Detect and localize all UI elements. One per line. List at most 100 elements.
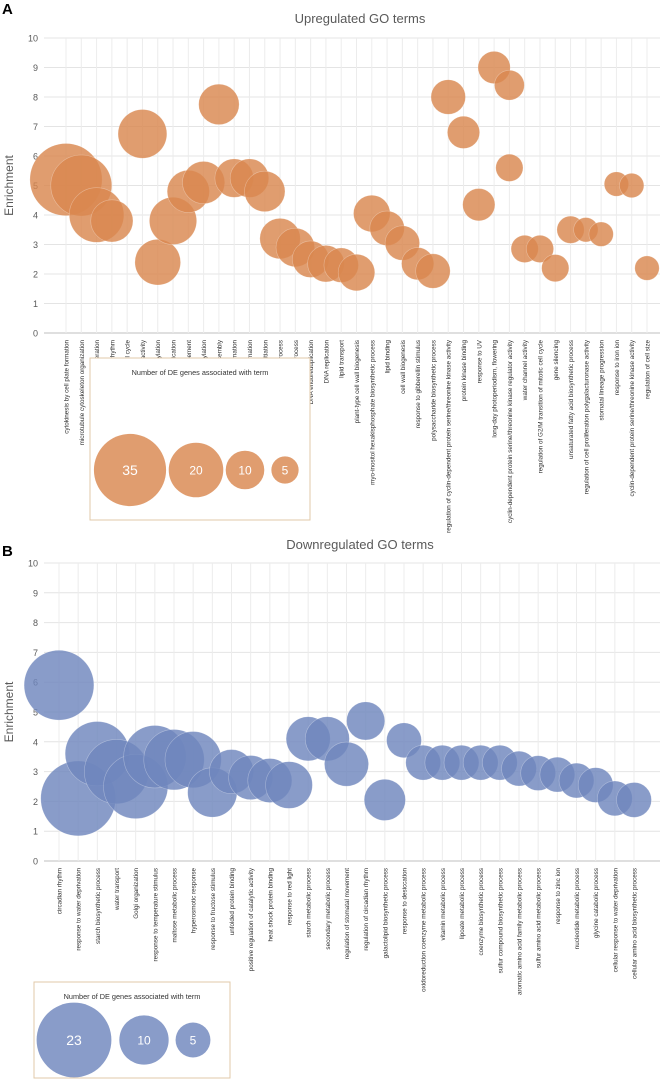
x-category-label: response to gibberellin stimulus	[415, 340, 422, 428]
x-category-label: response to temperature stimulus	[152, 868, 159, 961]
bubble-point	[363, 778, 406, 821]
x-category-label: response to fructose stimulus	[210, 868, 217, 950]
y-tick-label: 0	[33, 857, 38, 867]
x-category-label: response to water deprivation	[76, 868, 83, 951]
legend-bubble-label: 35	[122, 462, 138, 478]
x-category-label: stomatal lineage progression	[599, 340, 606, 421]
x-category-label: glycine catabolic process	[593, 868, 600, 938]
legend-bubble-label: 5	[190, 1034, 197, 1048]
y-tick-label: 1	[33, 827, 38, 837]
x-category-label: circadian rhythm	[57, 868, 64, 914]
x-category-label: water channel activity	[522, 339, 529, 401]
bubble-point	[541, 254, 570, 283]
x-category-label: secondary metabolic process	[325, 868, 332, 950]
legend-bubble-label: 23	[66, 1032, 82, 1048]
y-tick-label: 10	[28, 34, 38, 44]
x-category-label: cyclin-dependent protein serine/threonin…	[507, 339, 514, 523]
x-category-label: response to zinc ion	[555, 868, 562, 925]
x-category-label: heat shock protein binding	[267, 868, 274, 942]
bubble-point	[134, 239, 181, 286]
legend-title: Number of DE genes associated with term	[64, 992, 201, 1001]
bubble-point	[619, 173, 645, 199]
x-category-label: sulfur amino acid metabolic process	[536, 868, 543, 968]
legend-bubble	[93, 433, 167, 507]
y-tick-label: 4	[33, 211, 38, 221]
x-category-label: cell wall biogenesis	[400, 340, 407, 394]
x-category-label: sulfur compound biosynthetic process	[497, 868, 504, 973]
x-category-label: unfolded protein binding	[229, 868, 236, 936]
x-category-label: lipid binding	[385, 340, 392, 374]
bubble-point	[244, 170, 286, 212]
panel-b-label: B	[2, 543, 13, 560]
x-category-label: DNA endoreduplication	[308, 340, 315, 405]
x-category-label: response to red light	[287, 868, 294, 925]
y-tick-label: 8	[33, 618, 38, 628]
legend-bubble	[36, 1002, 112, 1078]
y-tick-label: 10	[28, 559, 38, 569]
x-category-label: long-day photoperiodism, flowering	[492, 340, 499, 438]
legend-bubble	[168, 442, 224, 498]
x-category-label: regulation of stomatal movement	[344, 868, 351, 960]
legend-bubble-label: 20	[189, 464, 203, 478]
bubble-series	[29, 51, 660, 292]
bubble-point	[616, 782, 652, 818]
x-category-label: plant-type cell wall biogenesis	[354, 340, 361, 423]
x-category-label: galactolipid biosynthetic process	[382, 868, 389, 958]
legend-bubble-label: 5	[282, 464, 289, 478]
y-tick-label: 3	[33, 240, 38, 250]
bubble-point	[337, 253, 376, 292]
x-category-label: response to desiccation	[402, 868, 409, 935]
y-tick-label: 3	[33, 767, 38, 777]
bubble-point	[415, 253, 451, 289]
x-category-label: positive regulation of catalytic activit…	[248, 867, 255, 971]
x-category-label: microtubule cytoskeleton organization	[79, 340, 86, 446]
x-category-label: regulation of G2/M transition of mitotic…	[537, 340, 544, 474]
y-tick-label: 7	[33, 648, 38, 658]
x-category-label: cyclin-dependent protein serine/threonin…	[629, 339, 636, 496]
x-category-label: DNA replication	[323, 340, 330, 384]
y-tick-label: 1	[33, 299, 38, 309]
y-tick-label: 8	[33, 93, 38, 103]
x-category-label: polysaccharide biosynthetic process	[430, 340, 437, 441]
x-category-label: hyperosmotic response	[191, 868, 198, 934]
legend-bubble	[175, 1022, 211, 1058]
x-category-label: aromatic amino acid family metabolic pro…	[517, 868, 524, 995]
legend-bubble-label: 10	[238, 464, 252, 478]
x-category-label: vitamin metabolic process	[440, 868, 447, 940]
x-category-label: starch metabolic process	[306, 868, 313, 938]
x-category-label: cellular amino acid biosynthetic process	[632, 868, 639, 979]
upregulated-chart: Upregulated GO terms 0 1 2 3 4 5 6 7 8 9 10 Enrichme…	[2, 11, 660, 533]
x-category-label: regulation of cell proliferation polygal…	[583, 339, 590, 494]
x-category-label: water transport	[114, 868, 121, 911]
y-tick-label: 4	[33, 737, 38, 747]
y-tick-label: 9	[33, 63, 38, 73]
x-category-label: regulation of circadian rhythm	[363, 868, 370, 951]
x-category-label: response to iron ion	[614, 340, 621, 396]
legend-bubble	[271, 456, 299, 484]
bubble-point	[494, 69, 525, 101]
bubble-point	[346, 701, 386, 741]
legend-title: Number of DE genes associated with term	[132, 368, 269, 377]
y-axis-label: Enrichment	[2, 154, 16, 215]
x-category-label: response to UV	[476, 339, 483, 383]
x-category-label: maltose metabolic process	[172, 868, 179, 943]
chart-title: Downregulated GO terms	[286, 537, 434, 552]
y-tick-label: 7	[33, 122, 38, 132]
legend-bubble-label: 10	[137, 1034, 151, 1048]
x-category-label: myo-inositol hexakisphosphate biosynthet…	[369, 340, 376, 485]
y-tick-label: 0	[33, 329, 38, 339]
legend-bubble	[119, 1015, 169, 1065]
bubble-point	[265, 761, 313, 809]
bubble-series	[23, 649, 652, 837]
x-category-label: lipoate metabolic process	[459, 868, 466, 939]
x-category-label: lipid transport	[339, 340, 346, 378]
x-category-label: cellular response to water deprivation	[612, 868, 619, 973]
bubble-point	[198, 83, 240, 125]
x-category-label: regulation of cyclin-dependent protein s…	[446, 339, 453, 533]
x-category-label: Golgi organization	[133, 868, 140, 919]
x-category-label: unsaturated fatty acid biosynthetic proc…	[568, 340, 575, 459]
bubble-point	[23, 649, 95, 721]
bubble-point	[324, 741, 369, 787]
y-tick-label: 2	[33, 270, 38, 280]
bubble-point	[430, 79, 466, 115]
